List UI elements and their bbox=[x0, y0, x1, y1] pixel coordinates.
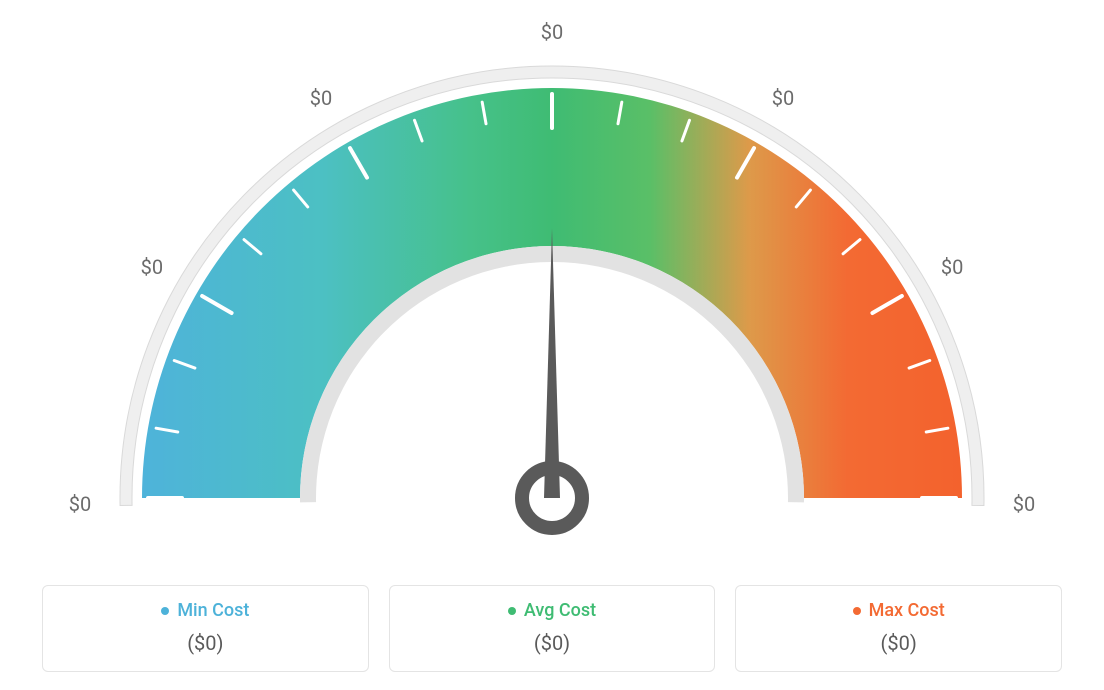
gauge-tick-label: $0 bbox=[541, 20, 563, 44]
gauge-tick-label: $0 bbox=[141, 255, 163, 279]
gauge-needle bbox=[544, 228, 560, 498]
legend-min-value: ($0) bbox=[53, 631, 358, 655]
gauge-tick-label: $0 bbox=[772, 86, 794, 110]
gauge-tick-label: $0 bbox=[1013, 492, 1035, 516]
gauge-tick-label: $0 bbox=[69, 492, 91, 516]
legend-avg-label: Avg Cost bbox=[508, 600, 596, 621]
gauge-chart: $0 $0 $0 $0 $0 $0 $0 bbox=[42, 0, 1062, 560]
legend-card-min: Min Cost ($0) bbox=[42, 585, 369, 673]
legend-card-avg: Avg Cost ($0) bbox=[389, 585, 716, 673]
gauge-tick-label: $0 bbox=[310, 86, 332, 110]
gauge-tick-label: $0 bbox=[941, 255, 963, 279]
legend-min-label: Min Cost bbox=[161, 600, 249, 621]
legend-row: Min Cost ($0) Avg Cost ($0) Max Cost ($0… bbox=[42, 585, 1062, 673]
legend-card-max: Max Cost ($0) bbox=[735, 585, 1062, 673]
legend-avg-value: ($0) bbox=[400, 631, 705, 655]
legend-max-label: Max Cost bbox=[853, 600, 945, 621]
legend-max-value: ($0) bbox=[746, 631, 1051, 655]
gauge-svg bbox=[42, 10, 1062, 550]
